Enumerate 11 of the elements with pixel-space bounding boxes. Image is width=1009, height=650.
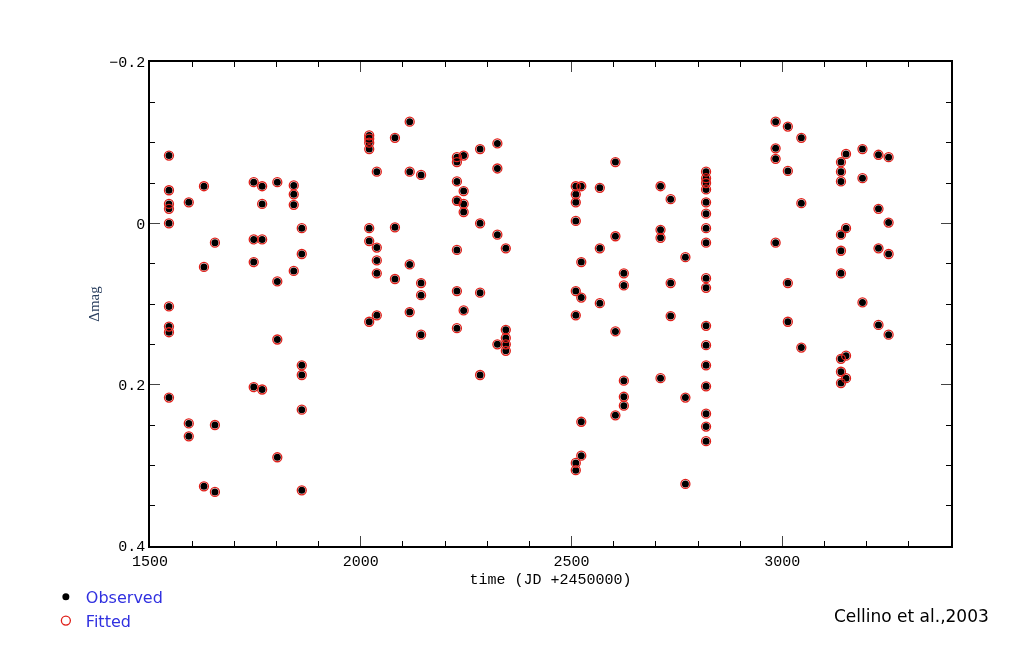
legend-label: Observed: [85, 588, 163, 608]
y-tick-label: 0: [136, 216, 146, 234]
text: Cellino et al.,2003: [834, 606, 989, 626]
x-tick-label: 2000: [342, 553, 379, 571]
y-tick-label: −0.2: [109, 55, 146, 73]
x-axis-title: time (JD +2450000): [469, 572, 632, 590]
y-axis-title: Δmag: [85, 285, 102, 322]
y-tick-label: 0.2: [118, 377, 146, 395]
legend-label: Fitted: [85, 611, 131, 631]
x-tick-label: 2500: [553, 553, 590, 571]
x-tick-label: 3000: [764, 553, 801, 571]
